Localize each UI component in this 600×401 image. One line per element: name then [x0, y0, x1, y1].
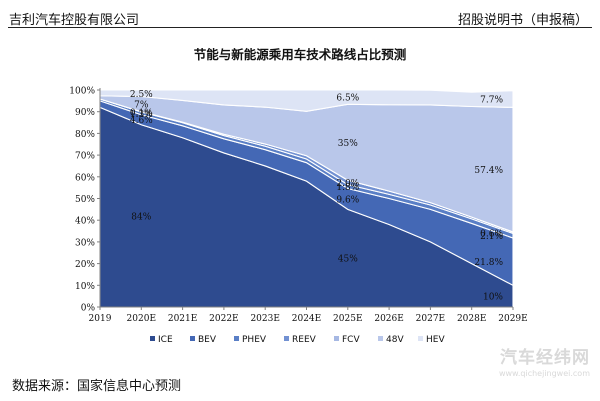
- watermark-url: www.qichejingwei.com: [498, 369, 590, 378]
- chart-title: 节能与新能源乘用车技术路线占比预测: [193, 47, 407, 62]
- legend-label-fcv: FCV: [342, 335, 360, 345]
- legend-swatch-48v: [378, 336, 383, 341]
- data-label-ice: 10%: [483, 293, 503, 303]
- page-header: 吉利汽车控股有限公司 招股说明书（申报稿）: [0, 0, 600, 30]
- legend-label-ice: ICE: [158, 335, 173, 345]
- x-tick-label: 2025E: [333, 314, 362, 324]
- data-label-phev: 1.3%: [130, 110, 153, 120]
- x-tick-label: 2026E: [374, 314, 403, 324]
- y-tick-label: 40%: [75, 217, 95, 227]
- y-tick-label: 90%: [75, 108, 95, 118]
- data-label-ice: 45%: [338, 255, 358, 265]
- legend-swatch-ice: [150, 336, 155, 341]
- legend-label-hev: HEV: [426, 335, 445, 345]
- y-tick-label: 70%: [75, 152, 95, 162]
- legend-swatch-hev: [418, 336, 423, 341]
- legend-label-reev: REEV: [292, 335, 317, 345]
- data-label-phev: 1.8%: [336, 183, 359, 193]
- x-tick-label: 2023E: [250, 314, 279, 324]
- data-label-bev: 21.8%: [474, 258, 503, 268]
- x-tick-label: 2029E: [498, 314, 527, 324]
- y-tick-label: 60%: [75, 173, 95, 183]
- x-tick-label: 2019: [89, 314, 112, 324]
- y-tick-label: 0%: [81, 304, 96, 314]
- data-label-reev: 0.1%: [130, 108, 153, 118]
- data-label-reev: 0.6%: [480, 229, 503, 239]
- data-label-bev: 9.6%: [336, 195, 359, 205]
- legend-swatch-reev: [284, 336, 289, 341]
- x-tick-label: 2021E: [168, 314, 197, 324]
- data-label-phev: 2.1%: [480, 232, 503, 242]
- data-label-48v: 57.4%: [474, 166, 503, 176]
- data-label-hev: 6.5%: [336, 94, 359, 104]
- legend-label-bev: BEV: [198, 335, 217, 345]
- legend-swatch-phev: [234, 336, 239, 341]
- legend-swatch-fcv: [334, 336, 339, 341]
- x-tick-label: 2024E: [292, 314, 321, 324]
- data-label-48v: 35%: [338, 139, 358, 149]
- data-label-48v: 7%: [134, 101, 149, 111]
- data-label-ice: 84%: [131, 212, 151, 222]
- data-label-bev: 4.6%: [130, 116, 153, 126]
- y-tick-label: 10%: [75, 282, 95, 292]
- y-tick-label: 50%: [75, 195, 95, 205]
- legend-swatch-bev: [190, 336, 195, 341]
- area-hev: [99, 89, 514, 112]
- source-note: 数据来源：国家信息中心预测: [12, 379, 182, 394]
- watermark: 汽车经纬网 www.qichejingwei.com: [499, 343, 590, 378]
- y-tick-label: 30%: [75, 238, 95, 248]
- y-tick-label: 80%: [75, 130, 95, 140]
- y-tick-label: 20%: [75, 260, 95, 270]
- y-tick-label: 100%: [69, 87, 95, 97]
- x-tick-label: 2020E: [127, 314, 156, 324]
- data-label-hev: 7.7%: [480, 96, 503, 106]
- watermark-logo-text: 汽车经纬网: [500, 348, 590, 368]
- data-label-reev: 2.0%: [336, 179, 359, 189]
- legend-label-phev: PHEV: [242, 335, 267, 345]
- data-label-hev: 2.5%: [130, 90, 153, 100]
- header-divider: [8, 27, 592, 28]
- x-tick-label: 2027E: [416, 314, 445, 324]
- x-tick-label: 2028E: [457, 314, 486, 324]
- company-name: 吉利汽车控股有限公司: [9, 13, 140, 28]
- legend-label-48v: 48V: [386, 335, 404, 345]
- document-name: 招股说明书（申报稿）: [457, 13, 588, 28]
- x-tick-label: 2022E: [209, 314, 238, 324]
